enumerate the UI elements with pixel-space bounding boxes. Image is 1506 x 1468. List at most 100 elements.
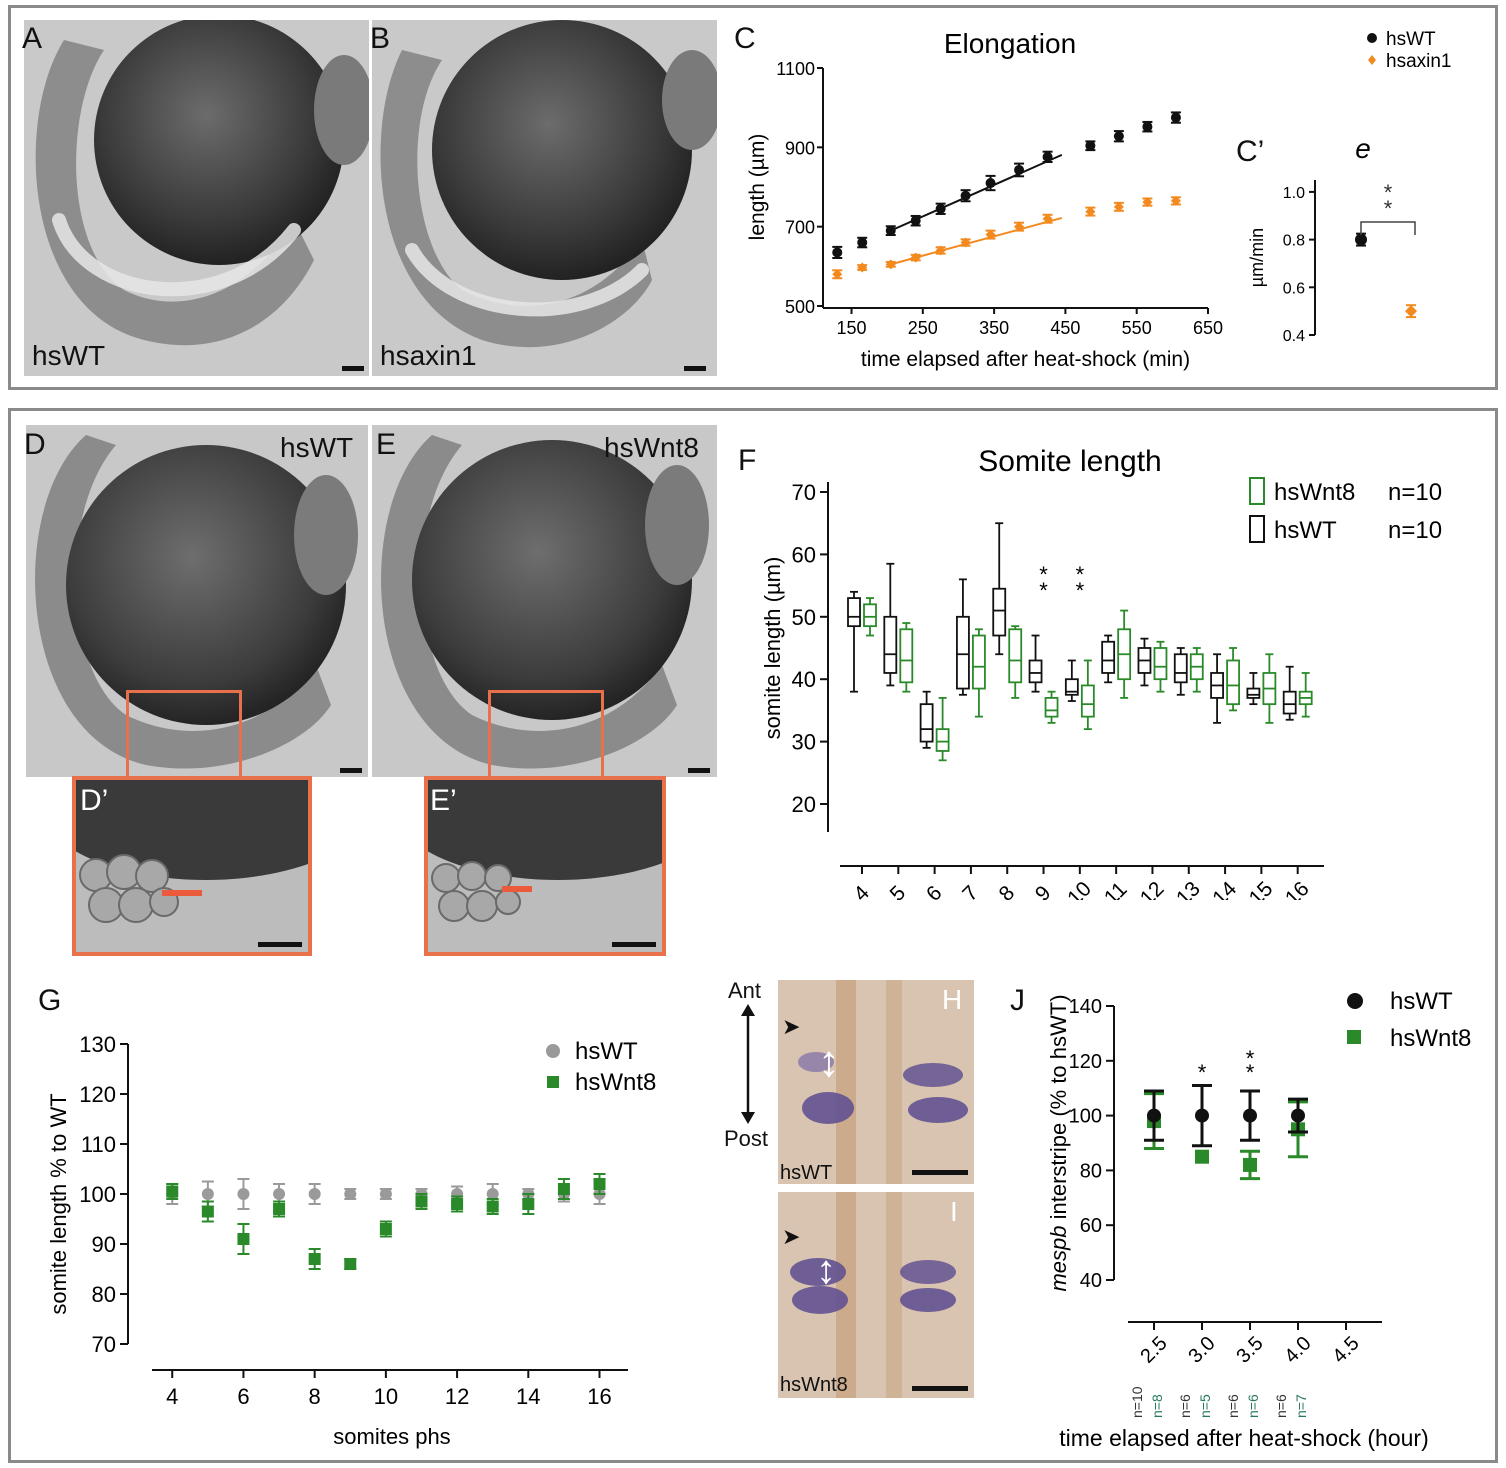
n-label-hsWnt8: n=5 — [1197, 1394, 1213, 1418]
posterior-label: Post — [724, 1126, 769, 1151]
data-point-hsWT — [1243, 1108, 1257, 1123]
x-tick-label: 3.0 — [1184, 1332, 1219, 1367]
embryo-image-d — [26, 425, 368, 777]
panel-label-e-prime: E’ — [430, 784, 457, 817]
y-tick-label: 1.0 — [1283, 185, 1305, 202]
y-tick-label: 900 — [785, 138, 815, 158]
data-point-hsWnt8 — [237, 1233, 250, 1245]
x-tick-label: 5 — [886, 881, 911, 900]
x-axis-label: time elapsed after heat-shock (hour) — [1059, 1425, 1428, 1451]
y-axis-label: length (µm) — [746, 134, 769, 241]
y-tick-label: 500 — [785, 297, 815, 317]
data-point-hsWnt8 — [344, 1258, 357, 1270]
image-caption-i: hsWnt8 — [780, 1374, 848, 1396]
data-point-hsaxin1 — [1085, 206, 1096, 217]
box-hsWT — [1246, 687, 1261, 699]
x-tick-label: 9 — [1031, 881, 1056, 900]
box-hsWnt8 — [1008, 628, 1023, 684]
anterior-posterior-axis — [736, 1004, 760, 1124]
data-point-hsaxin1 — [960, 237, 971, 248]
legend-marker-hsWT — [1367, 33, 1377, 43]
legend-n-hsWT: n=10 — [1388, 517, 1442, 544]
measurement-bar-e — [502, 886, 532, 892]
x-tick-label: 14 — [1208, 877, 1241, 900]
bottom-figure-panel — [8, 408, 1498, 1463]
y-tick-label: 60 — [792, 542, 816, 567]
y-axis-label: µm/min — [1247, 228, 1267, 287]
x-tick-label: 6 — [922, 881, 947, 900]
x-axis-label: time elapsed after heat-shock (min) — [861, 348, 1190, 371]
data-point-hsaxin1 — [832, 269, 843, 280]
x-axis-label: somites phs — [333, 1424, 450, 1449]
data-point-hsWnt8 — [557, 1183, 570, 1195]
data-point-hsWT — [379, 1188, 392, 1200]
x-tick-label: 450 — [1050, 318, 1080, 338]
x-tick-label: 650 — [1193, 318, 1223, 338]
legend-label-hsWT: hsWT — [1390, 988, 1453, 1015]
data-point-hsWT — [910, 215, 921, 226]
x-tick-label: 16 — [587, 1384, 611, 1409]
y-tick-label: 110 — [81, 1132, 116, 1157]
data-point-hsaxin1 — [985, 229, 996, 240]
y-tick-label: 50 — [792, 605, 816, 630]
data-point-hsWnt8 — [451, 1198, 464, 1210]
inset-image-d-prime — [72, 776, 312, 956]
data-point-hsWT — [486, 1188, 499, 1200]
n-label-hsWT: n=6 — [1273, 1394, 1289, 1418]
data-point-hsWT — [1142, 121, 1153, 132]
y-tick-label: 70 — [792, 480, 816, 505]
data-point-hsWT — [1195, 1108, 1209, 1123]
x-tick-label: 550 — [1122, 318, 1152, 338]
box-hsWnt8 — [899, 628, 914, 684]
y-tick-label: 30 — [792, 730, 816, 755]
x-tick-label: 14 — [516, 1384, 540, 1409]
x-tick-label: 150 — [836, 318, 866, 338]
x-tick-label: 8 — [995, 881, 1020, 900]
panel-label-h: H — [942, 984, 963, 1015]
n-label-hsWnt8: n=6 — [1245, 1394, 1261, 1418]
x-tick-label: 2.5 — [1136, 1332, 1171, 1367]
image-caption-e: hsWnt8 — [604, 432, 699, 463]
somite-length-percent-chart: 70 80 90 100 110 120 130 4 6 8 10 12 14 16 somites phs… — [46, 1032, 656, 1449]
legend-marker-hsWT — [1249, 515, 1265, 543]
significance-mark: * — [1076, 562, 1085, 587]
scale-bar-b — [684, 366, 706, 371]
data-point-hsWT — [1042, 151, 1053, 162]
y-tick-label: 0.6 — [1283, 280, 1305, 297]
significance-mark: * — [1198, 1060, 1207, 1085]
image-caption-a: hsWT — [32, 340, 106, 371]
scale-bar-i — [912, 1386, 968, 1391]
y-tick-label: 0.4 — [1283, 328, 1305, 345]
data-point-hsWnt8 — [415, 1195, 428, 1208]
mespb-interstripe-chart: 40 60 80 100 120 140 2.5 3.0 3.5 4.0 4.5 n=10 n=8 n=6… — [1046, 988, 1471, 1451]
legend-label-hsWT: hsWT — [575, 1038, 638, 1065]
x-tick-label: 11 — [1100, 878, 1132, 900]
box-hsWT — [1173, 653, 1188, 684]
chart-title: e — [1355, 133, 1371, 164]
data-point-hsWT — [885, 225, 896, 236]
significance-mark: * — [1246, 1060, 1255, 1085]
panel-label-f: F — [738, 444, 757, 477]
data-point-hsaxin1 — [1014, 221, 1025, 232]
scale-bar-e — [688, 768, 710, 773]
data-point-hsWnt8 — [1243, 1157, 1257, 1172]
interstripe-arrow-i: ↕ — [816, 1248, 836, 1292]
significance-mark: * — [1039, 562, 1048, 587]
box-hsWnt8 — [1080, 684, 1095, 718]
data-point-hsaxin1 — [1113, 201, 1124, 212]
box-hsWT — [847, 597, 861, 628]
x-tick-label: 4 — [166, 1384, 178, 1409]
data-point-hsWnt8 — [308, 1253, 321, 1265]
box-hsWnt8 — [1153, 647, 1168, 681]
y-tick-label: 100 — [1069, 1106, 1102, 1128]
data-point-hsWT — [1291, 1108, 1305, 1123]
data-point-hsWT — [1014, 164, 1025, 175]
inset-image-e-prime — [424, 776, 666, 956]
x-tick-label: 6 — [237, 1384, 249, 1409]
n-label-hsWnt8: n=7 — [1293, 1394, 1309, 1418]
y-tick-label: 100 — [79, 1182, 116, 1207]
panel-label-e: E — [376, 428, 397, 461]
box-hsWT — [883, 615, 898, 674]
interstripe-arrow-h: ↕ — [818, 1037, 840, 1086]
y-tick-label: 140 — [1069, 996, 1102, 1018]
